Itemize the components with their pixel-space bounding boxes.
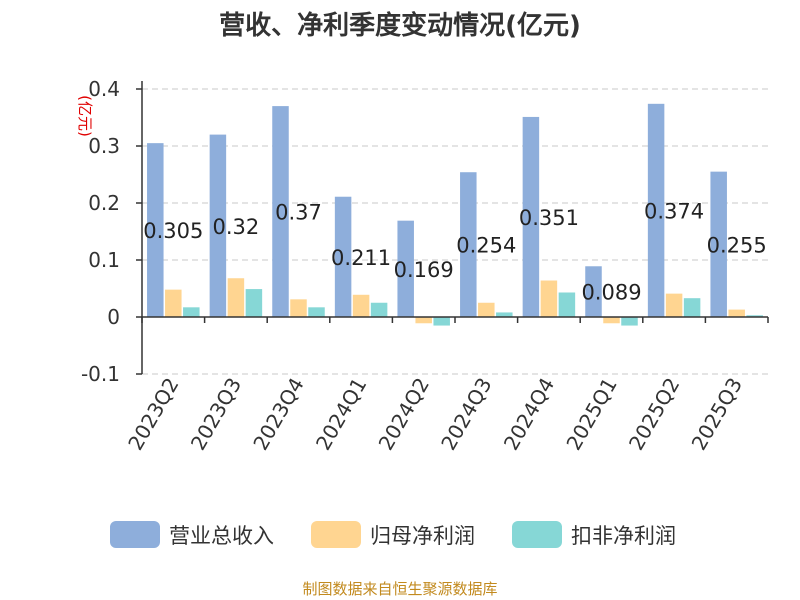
x-tick-label: 2024Q1 bbox=[311, 374, 371, 455]
x-tick-label: 2023Q2 bbox=[123, 374, 183, 455]
bar-3-2023Q3[interactable] bbox=[245, 289, 263, 317]
bar-2-2023Q4[interactable] bbox=[290, 299, 307, 317]
source-note: 制图数据来自恒生聚源数据库 bbox=[302, 580, 497, 598]
bar-2-2024Q2[interactable] bbox=[415, 317, 432, 324]
bars bbox=[147, 103, 763, 326]
bar-1-2023Q2[interactable] bbox=[147, 143, 164, 317]
bar-3-2025Q1[interactable] bbox=[621, 317, 638, 326]
bar-2-2025Q1[interactable] bbox=[603, 317, 620, 324]
x-tick-label: 2024Q4 bbox=[499, 374, 559, 455]
bar-2-2025Q2[interactable] bbox=[665, 293, 683, 317]
data-label: 0.374 bbox=[644, 199, 704, 223]
bar-1-2024Q4[interactable] bbox=[522, 116, 540, 318]
bar-3-2025Q2[interactable] bbox=[683, 298, 701, 317]
y-tick-label: 0.3 bbox=[88, 134, 120, 158]
legend-label: 扣非净利润 bbox=[571, 524, 676, 548]
x-tick-label: 2025Q3 bbox=[687, 374, 747, 455]
data-label: 0.254 bbox=[456, 234, 516, 258]
bar-1-2025Q3[interactable] bbox=[710, 171, 727, 317]
legend-label: 营业总收入 bbox=[169, 524, 274, 548]
bar-3-2024Q3[interactable] bbox=[496, 312, 513, 317]
bar-3-2023Q2[interactable] bbox=[183, 307, 200, 317]
y-axis-ticks: 0.4 0.3 0.2 0.1 0 -0.1 bbox=[81, 77, 142, 386]
bar-1-2024Q1[interactable] bbox=[334, 196, 352, 317]
x-tick-label: 2023Q4 bbox=[248, 374, 308, 455]
y-axis-unit: (亿元) bbox=[76, 95, 94, 137]
y-tick-label: 0.4 bbox=[88, 77, 120, 101]
legend-item-3[interactable]: 扣非净利润 bbox=[512, 521, 676, 548]
data-label: 0.255 bbox=[707, 233, 767, 257]
data-label: 0.089 bbox=[581, 281, 641, 305]
data-label: 0.305 bbox=[143, 219, 203, 243]
bar-3-2024Q2[interactable] bbox=[433, 317, 450, 326]
bar-2-2023Q2[interactable] bbox=[165, 289, 182, 317]
x-tick-label: 2023Q3 bbox=[186, 374, 246, 455]
x-tick-label: 2024Q2 bbox=[374, 374, 434, 455]
data-label: 0.169 bbox=[394, 258, 454, 282]
y-tick-label: 0.1 bbox=[88, 248, 120, 272]
legend-swatch bbox=[110, 521, 160, 548]
bar-2-2024Q3[interactable] bbox=[478, 302, 495, 317]
data-label: 0.211 bbox=[331, 246, 391, 270]
legend-swatch bbox=[311, 521, 361, 548]
y-tick-label: -0.1 bbox=[81, 362, 120, 386]
x-tick-label: 2025Q1 bbox=[561, 374, 621, 455]
data-label: 0.32 bbox=[213, 215, 260, 239]
legend[interactable]: 营业总收入 归母净利润 扣非净利润 bbox=[110, 521, 676, 548]
bar-1-2024Q2[interactable] bbox=[397, 220, 414, 317]
bar-3-2023Q4[interactable] bbox=[308, 307, 325, 317]
y-tick-label: 0 bbox=[107, 305, 120, 329]
bar-1-2025Q2[interactable] bbox=[647, 103, 665, 317]
data-label: 0.351 bbox=[519, 206, 579, 230]
x-axis-ticks: 2023Q2 2023Q3 2023Q4 2024Q1 2024Q2 2024Q3 2024… bbox=[123, 317, 769, 455]
bar-2-2023Q3[interactable] bbox=[227, 278, 245, 317]
bar-3-2024Q1[interactable] bbox=[370, 302, 388, 317]
bar-1-2023Q4[interactable] bbox=[272, 106, 289, 317]
legend-item-1[interactable]: 营业总收入 bbox=[110, 521, 274, 548]
legend-item-2[interactable]: 归母净利润 bbox=[311, 521, 475, 548]
bar-3-2025Q3[interactable] bbox=[746, 315, 763, 317]
chart-title: 营收、净利季度变动情况(亿元) bbox=[219, 10, 581, 41]
bar-3-2024Q4[interactable] bbox=[558, 292, 576, 317]
legend-label: 归母净利润 bbox=[370, 524, 475, 548]
data-label: 0.37 bbox=[275, 201, 322, 225]
bar-2-2024Q1[interactable] bbox=[352, 294, 370, 317]
x-tick-label: 2025Q2 bbox=[624, 374, 684, 455]
bar-1-2024Q3[interactable] bbox=[460, 172, 477, 317]
legend-swatch bbox=[512, 521, 562, 548]
x-tick-label: 2024Q3 bbox=[436, 374, 496, 455]
bar-2-2025Q3[interactable] bbox=[728, 309, 745, 317]
y-tick-label: 0.2 bbox=[88, 191, 120, 215]
bar-2-2024Q4[interactable] bbox=[540, 280, 558, 317]
bar-1-2025Q1[interactable] bbox=[585, 266, 602, 317]
bar-1-2023Q3[interactable] bbox=[209, 134, 227, 317]
